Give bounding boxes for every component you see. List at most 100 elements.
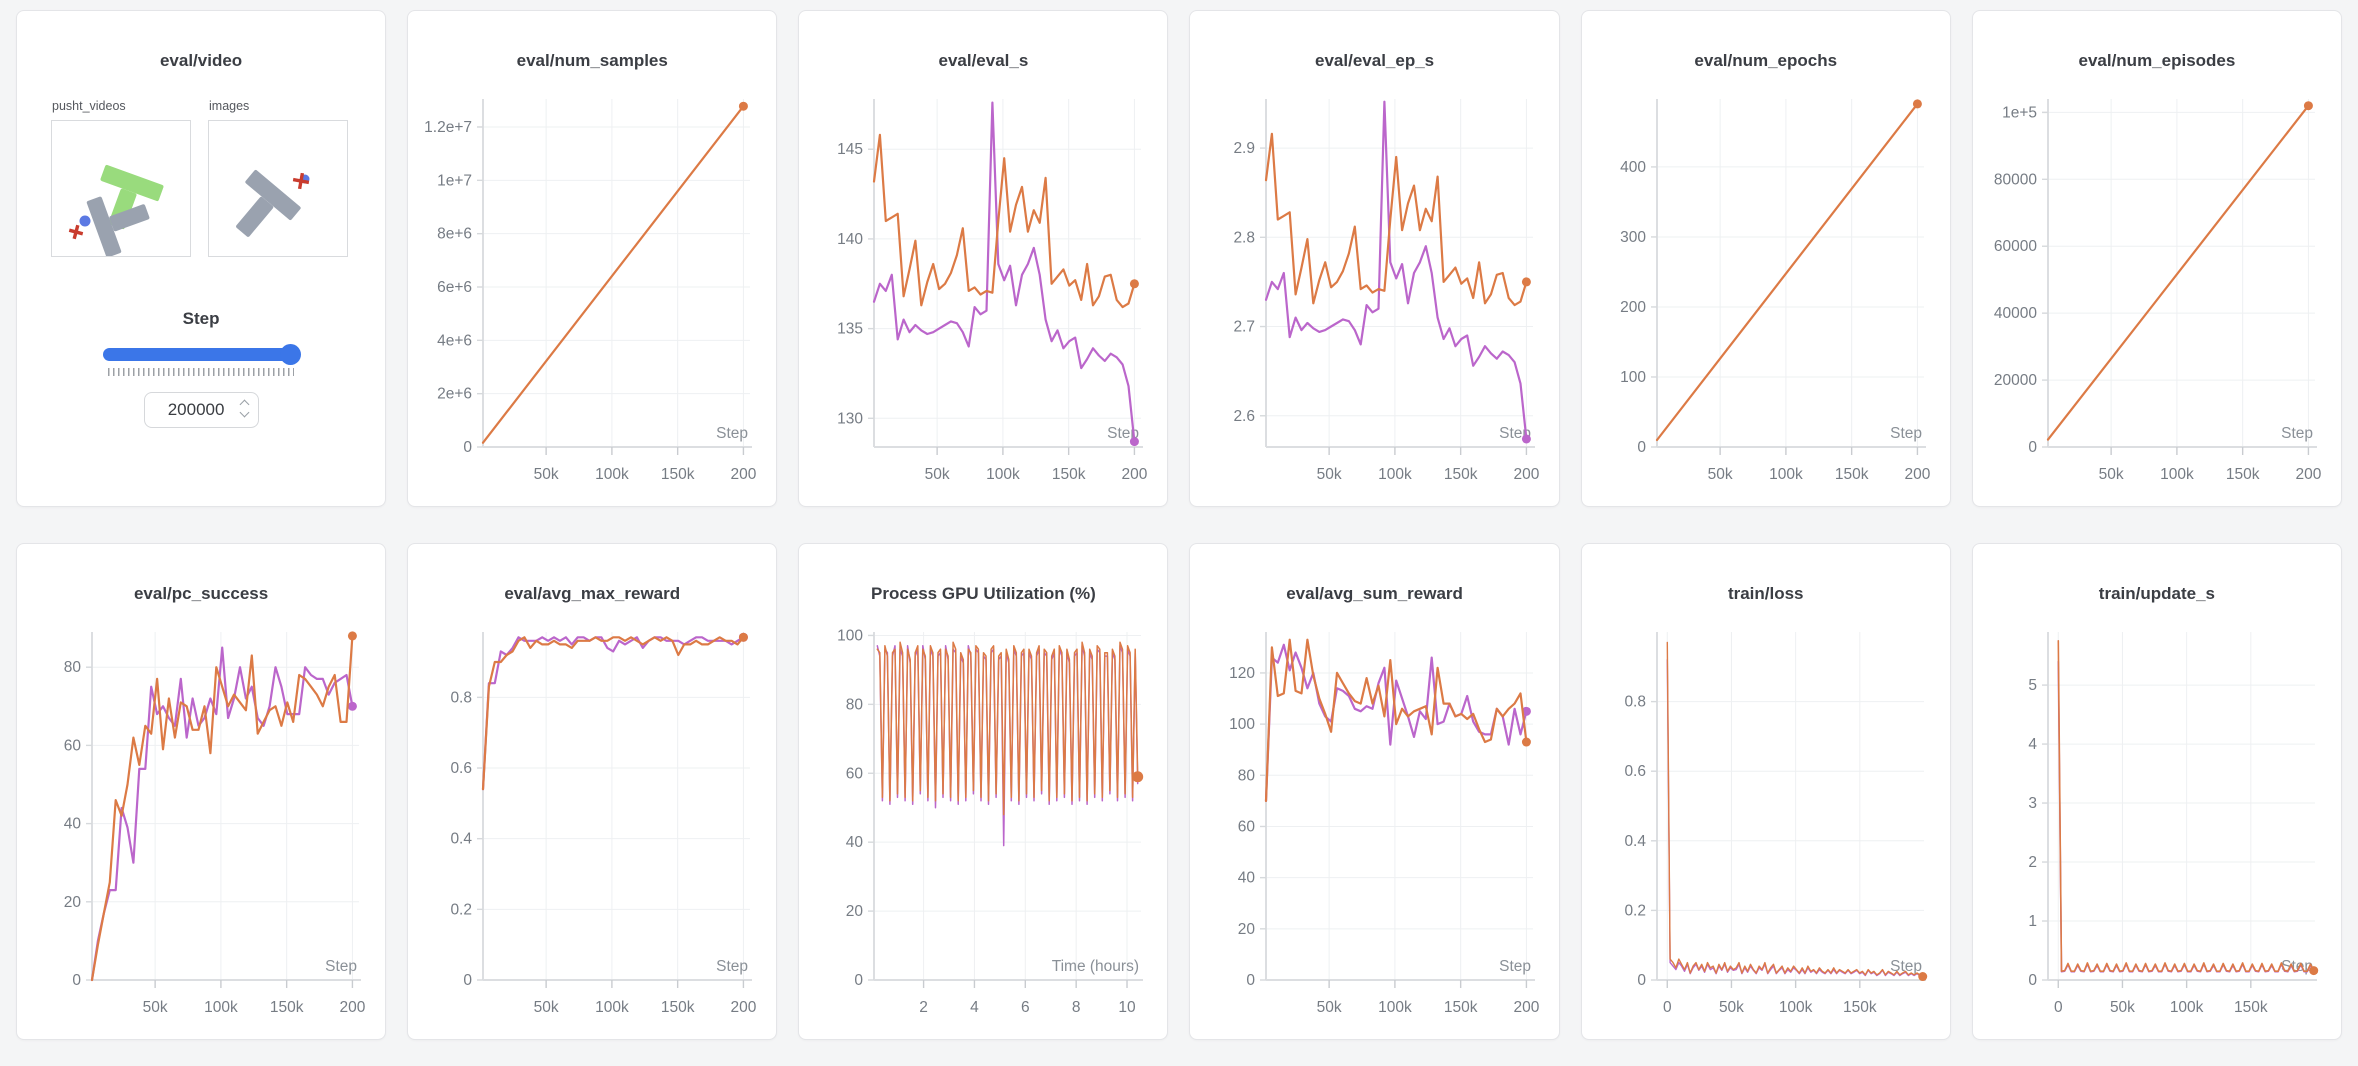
svg-text:0.6: 0.6 — [451, 760, 473, 777]
grid — [2047, 632, 2315, 981]
axes — [477, 99, 753, 455]
svg-text:100k: 100k — [2170, 999, 2204, 1016]
chart-title: eval/avg_max_reward — [504, 584, 681, 603]
svg-text:50k: 50k — [143, 999, 168, 1016]
svg-text:200: 200 — [1904, 466, 1930, 483]
svg-text:145: 145 — [838, 141, 864, 158]
svg-text:150k: 150k — [2234, 999, 2268, 1016]
svg-text:50k: 50k — [2099, 466, 2124, 483]
svg-text:1e+5: 1e+5 — [2002, 104, 2037, 121]
x-axis-title: Step — [1890, 425, 1922, 442]
svg-text:40000: 40000 — [1994, 305, 2037, 322]
chart-plot[interactable]: 130 135 140 145 50k 100k 150k 200 Step — [810, 75, 1156, 493]
image-thumbnail[interactable] — [208, 120, 348, 257]
grid — [1656, 632, 1924, 981]
svg-text:100k: 100k — [986, 466, 1020, 483]
series-orange-endpoint-dot — [739, 101, 749, 111]
axis-labels: 130 135 140 145 50k 100k 150k 200 Step — [838, 141, 1149, 483]
svg-text:0.6: 0.6 — [1624, 763, 1646, 780]
axis-labels: 0 20000 40000 60000 80000 1e+5 50k 100k 150k 200 S… — [1994, 104, 2322, 483]
target-cross-icon — [292, 172, 310, 190]
series-purple — [482, 636, 745, 791]
media-item-pusht-videos: pusht_videos — [51, 99, 191, 258]
x-axis-title: Step — [1108, 425, 1140, 442]
svg-text:40: 40 — [846, 834, 864, 851]
chart-plot[interactable]: 0 0.2 0.4 0.6 0.8 50k 100k 150k 200 Step — [419, 608, 765, 1026]
svg-text:2.7: 2.7 — [1233, 319, 1255, 336]
chart-plot[interactable]: 0 0.2 0.4 0.6 0.8 0 50k 100k 150k Step — [1593, 608, 1939, 1026]
series-orange-endpoint-dot — [2309, 966, 2319, 976]
x-axis-title: Step — [1499, 958, 1531, 975]
chart-panel: train/loss 0 0.2 0.4 0.6 0.8 0 50k 100k 150k Step — [1580, 543, 1951, 1040]
svg-text:2: 2 — [2028, 854, 2037, 871]
target-cross-icon — [68, 224, 84, 240]
svg-text:20: 20 — [846, 903, 864, 920]
svg-text:0: 0 — [464, 972, 473, 989]
svg-text:2e+6: 2e+6 — [437, 386, 472, 403]
svg-text:0.2: 0.2 — [451, 901, 473, 918]
svg-text:0: 0 — [1637, 439, 1646, 456]
svg-text:60: 60 — [64, 737, 82, 754]
step-slider-track[interactable] — [103, 348, 300, 361]
series-purple — [2057, 660, 2315, 973]
svg-text:2.6: 2.6 — [1233, 408, 1255, 425]
chart-plot[interactable]: 0 20 40 60 80 50k 100k 150k 200 Step — [28, 608, 374, 1026]
series-purple-endpoint-dot — [1521, 434, 1531, 444]
svg-text:2.9: 2.9 — [1233, 140, 1255, 157]
chart-plot[interactable]: 0 100 200 300 400 50k 100k 150k 200 Step — [1593, 75, 1939, 493]
svg-text:150k: 150k — [1052, 466, 1086, 483]
svg-text:50k: 50k — [1316, 466, 1341, 483]
chart-plot[interactable]: 0 20 40 60 80 100 120 50k 100k 150k 200 Step — [1202, 608, 1548, 1026]
chart-plot[interactable]: 0 2e+6 4e+6 6e+6 8e+6 1e+7 1.2e+7 50k 100k 150k 20… — [419, 75, 765, 493]
axis-labels: 0 100 200 300 400 50k 100k 150k 200 Step — [1620, 159, 1931, 483]
axis-labels: 0 20 40 60 80 100 2 4 6 8 10 Time (hours) — [838, 627, 1140, 1016]
chart-title: eval/eval_ep_s — [1315, 51, 1435, 70]
svg-text:0.8: 0.8 — [1624, 694, 1646, 711]
series-purple-endpoint-dot — [348, 701, 358, 711]
series-orange-endpoint-dot — [348, 631, 358, 641]
svg-text:100k: 100k — [1378, 466, 1412, 483]
svg-text:200: 200 — [731, 999, 757, 1016]
svg-text:100k: 100k — [1779, 999, 1813, 1016]
axis-labels: 0 0.2 0.4 0.6 0.8 50k 100k 150k 200 Step — [451, 689, 757, 1016]
chart-plot[interactable]: 0 20000 40000 60000 80000 1e+5 50k 100k 150k 200 S… — [1984, 75, 2330, 493]
axis-labels: 0 20 40 60 80 50k 100k 150k 200 Step — [64, 659, 366, 1016]
svg-text:200: 200 — [1513, 466, 1539, 483]
svg-text:0: 0 — [1637, 972, 1646, 989]
series-orange-endpoint-dot — [1912, 99, 1922, 109]
svg-text:150k: 150k — [661, 466, 695, 483]
svg-text:150k: 150k — [1843, 999, 1877, 1016]
goal-dot — [79, 215, 91, 227]
step-slider-knob[interactable] — [280, 344, 302, 365]
svg-text:60: 60 — [1237, 818, 1255, 835]
x-axis-title: Step — [2281, 425, 2313, 442]
step-slider[interactable] — [103, 343, 302, 365]
axes — [477, 632, 753, 988]
svg-text:150k: 150k — [661, 999, 695, 1016]
svg-text:6: 6 — [1021, 999, 1030, 1016]
video-thumbnail[interactable] — [51, 120, 191, 258]
svg-text:0: 0 — [2028, 439, 2037, 456]
chart-panel: eval/num_episodes 0 20000 40000 60000 80000 1… — [1971, 10, 2342, 507]
step-input[interactable]: 200000 — [143, 392, 259, 428]
x-axis-title: Step — [1890, 958, 1922, 975]
svg-text:40: 40 — [1237, 870, 1255, 887]
step-slider-label: Step — [182, 309, 220, 328]
chart-panel: train/update_s 0 1 2 3 4 5 0 50k 100k 150k Step — [1971, 543, 2342, 1040]
step-input-value[interactable]: 200000 — [167, 400, 225, 419]
svg-text:80: 80 — [1237, 767, 1255, 784]
chart-title: eval/num_epochs — [1694, 51, 1838, 70]
series-orange — [482, 636, 745, 791]
axis-labels: 0 20 40 60 80 100 120 50k 100k 150k 200 Step — [1229, 665, 1540, 1016]
svg-text:4e+6: 4e+6 — [437, 332, 472, 349]
chart-plot[interactable]: 0 20 40 60 80 100 2 4 6 8 10 Time (hours) — [810, 608, 1156, 1026]
pusht-video-frame — [68, 164, 164, 258]
chart-plot[interactable]: 0 1 2 3 4 5 0 50k 100k 150k Step — [1984, 608, 2330, 1026]
svg-text:3: 3 — [2028, 795, 2037, 812]
step-spinner[interactable] — [239, 399, 250, 418]
svg-text:0: 0 — [464, 439, 473, 456]
media-item-images: images — [208, 99, 348, 257]
spinner-down-icon[interactable] — [239, 407, 250, 418]
svg-text:10: 10 — [1119, 999, 1137, 1016]
